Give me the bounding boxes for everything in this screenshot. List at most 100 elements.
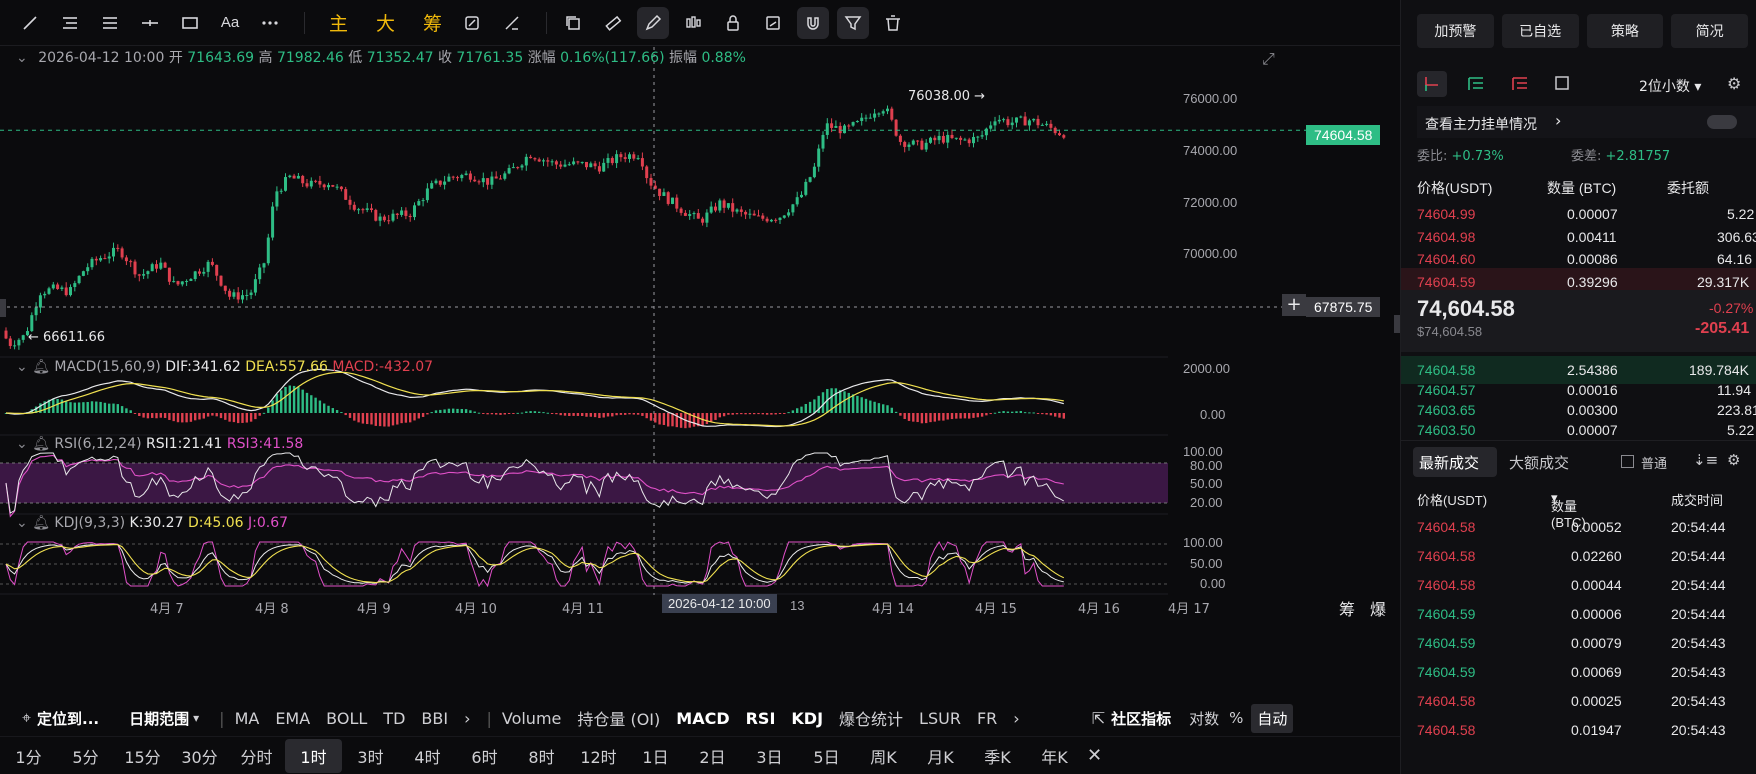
candles-icon[interactable]: [677, 7, 709, 39]
ask-row[interactable]: 74604.99 0.00007 5.22: [1401, 200, 1756, 228]
layout-depth-icon[interactable]: [1547, 71, 1577, 97]
favorited-button[interactable]: 已自选: [1501, 14, 1579, 48]
edit-note-icon[interactable]: [757, 7, 789, 39]
add-alert-plus-icon[interactable]: +: [1282, 294, 1306, 316]
alert-bell-icon[interactable]: 🔔︎: [32, 359, 50, 375]
timeframe-0[interactable]: 1分: [15, 747, 42, 767]
strategy-button[interactable]: 策略: [1586, 14, 1664, 48]
ruler-icon[interactable]: [597, 7, 629, 39]
timeframe-5[interactable]: 1时: [285, 738, 342, 773]
horizontal-line-icon[interactable]: [134, 7, 166, 39]
toggle-switch[interactable]: [1707, 115, 1737, 129]
measure-icon[interactable]: [496, 7, 528, 39]
collapse-chevron-icon[interactable]: ⌄: [16, 359, 28, 375]
text-tool-button[interactable]: Aa: [220, 14, 240, 31]
percent-scale-button[interactable]: %: [1229, 709, 1244, 727]
indicator-kdj[interactable]: KDJ: [791, 708, 824, 728]
copy-icon[interactable]: [557, 7, 589, 39]
magnet-icon[interactable]: [797, 6, 830, 39]
decimals-select[interactable]: 2位小数 ▾: [1639, 79, 1702, 95]
timeframe-2[interactable]: 15分: [124, 747, 161, 767]
timeframe-11[interactable]: 1日: [642, 747, 669, 767]
trade-qty-header[interactable]: 数量(BTC) ▾: [1551, 490, 1586, 530]
community-icon[interactable]: ⇱: [1091, 708, 1106, 728]
layout-asks-icon[interactable]: [1505, 71, 1535, 97]
timeframe-15[interactable]: 周K: [870, 747, 897, 767]
filter-icon[interactable]: [837, 6, 870, 39]
layout-both-icon[interactable]: [1417, 71, 1447, 97]
lock-drawing-icon[interactable]: [456, 7, 488, 39]
bid-row[interactable]: 74604.57 0.00016 11.94: [1401, 376, 1756, 404]
indicator-bbi[interactable]: BBI: [421, 708, 449, 728]
timeframe-9[interactable]: 8时: [528, 747, 555, 767]
bid-row[interactable]: 74603.65 0.00300 223.81: [1401, 396, 1756, 424]
fib-tool-icon[interactable]: [54, 7, 86, 39]
settings-gear-icon[interactable]: ⚙: [1727, 451, 1741, 469]
locate-icon[interactable]: ⌖: [22, 708, 32, 727]
indicator-oi[interactable]: 持仓量 (OI): [577, 710, 661, 729]
community-indicators-button[interactable]: 社区指标: [1111, 709, 1172, 728]
timeframe-13[interactable]: 3日: [756, 747, 783, 767]
add-alert-button[interactable]: 加预警: [1417, 14, 1494, 48]
ask-row[interactable]: 74604.98 0.00411 306.63: [1401, 223, 1756, 251]
timeframe-4[interactable]: 分时: [240, 747, 273, 767]
indicator-rsi[interactable]: RSI: [745, 708, 776, 728]
indicator-boll[interactable]: BOLL: [326, 708, 368, 728]
lock-icon[interactable]: [717, 7, 749, 39]
indicator-liquidation[interactable]: 爆仓统计: [839, 710, 904, 729]
chip-distribution-button[interactable]: 筹: [423, 13, 443, 35]
date-range-button[interactable]: 日期范围: [129, 709, 190, 728]
fullscreen-icon[interactable]: ⤢: [1262, 49, 1275, 68]
indicator-macd[interactable]: MACD: [676, 708, 730, 728]
indicator-td[interactable]: TD: [383, 708, 406, 728]
menu-lines-icon[interactable]: [94, 7, 126, 39]
settings-gear-icon[interactable]: ⚙: [1727, 74, 1742, 93]
tab-large-trades[interactable]: 大额成交: [1509, 454, 1570, 472]
bid-row[interactable]: 74603.50 0.00007 5.22: [1401, 416, 1756, 444]
chevron-right-icon[interactable]: ›: [1013, 708, 1020, 728]
indicator-lsur[interactable]: LSUR: [919, 708, 961, 728]
chevron-down-icon[interactable]: ▾: [193, 711, 200, 725]
collapse-chevron-icon[interactable]: ⌄: [16, 436, 28, 452]
auto-scale-button[interactable]: 自动: [1251, 703, 1294, 733]
normal-checkbox[interactable]: [1621, 455, 1634, 468]
liquidation-corner-button[interactable]: 爆: [1370, 600, 1387, 619]
collapse-chevron-icon[interactable]: ⌄: [16, 515, 28, 531]
indicator-ma[interactable]: MA: [234, 708, 260, 728]
timeframe-10[interactable]: 12时: [580, 747, 617, 767]
indicator-volume[interactable]: Volume: [501, 708, 562, 728]
timeframe-1[interactable]: 5分: [72, 747, 99, 767]
log-scale-button[interactable]: 对数: [1189, 709, 1220, 728]
ask-row[interactable]: 74604.60 0.00086 64.16: [1401, 245, 1756, 273]
big-orders-banner[interactable]: 查看主力挂单情况 ›: [1417, 106, 1756, 138]
chip-corner-button[interactable]: 筹: [1339, 600, 1356, 619]
chart-area[interactable]: ⌄ 2026-04-12 10:00 开 71643.69 高 71982.46…: [0, 47, 1400, 703]
timeframe-7[interactable]: 4时: [414, 747, 441, 767]
timeframe-6[interactable]: 3时: [357, 747, 384, 767]
pen-tool-icon[interactable]: [637, 6, 670, 39]
alert-bell-icon[interactable]: 🔔︎: [32, 436, 50, 452]
locate-button[interactable]: 定位到...: [37, 709, 100, 728]
timeframe-18[interactable]: 年K: [1041, 747, 1068, 767]
trash-icon[interactable]: [877, 7, 909, 39]
tab-latest-trades[interactable]: 最新成交: [1413, 447, 1497, 477]
chart-canvas[interactable]: [0, 47, 1400, 703]
big-order-button[interactable]: 大: [376, 13, 396, 35]
timeframe-12[interactable]: 2日: [699, 747, 726, 767]
indicator-ema[interactable]: EMA: [275, 708, 311, 728]
overview-button[interactable]: 简况: [1671, 14, 1748, 48]
collapse-chevron-icon[interactable]: ⌄: [16, 50, 28, 66]
close-icon[interactable]: ✕: [1087, 745, 1103, 766]
layout-bids-icon[interactable]: [1461, 71, 1491, 97]
main-chart-button[interactable]: 主: [329, 13, 349, 35]
timeframe-8[interactable]: 6时: [471, 747, 498, 767]
sort-icon[interactable]: ⇣≡: [1693, 451, 1719, 469]
timeframe-17[interactable]: 季K: [984, 747, 1011, 767]
more-icon[interactable]: [254, 7, 286, 39]
timeframe-16[interactable]: 月K: [927, 747, 954, 767]
timeframe-14[interactable]: 5日: [813, 747, 840, 767]
timeframe-3[interactable]: 30分: [181, 747, 218, 767]
indicator-fr[interactable]: FR: [976, 708, 998, 728]
line-tool-icon[interactable]: [14, 7, 46, 39]
bid-row[interactable]: 74604.58 2.54386 189.784K: [1401, 356, 1756, 384]
